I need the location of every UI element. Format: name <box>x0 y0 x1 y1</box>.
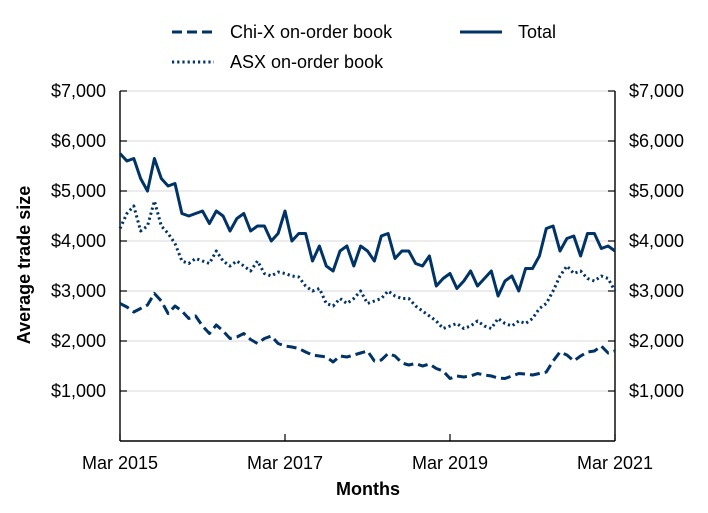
x-tick-label: Mar 2015 <box>82 453 158 473</box>
x-axis-ticks: Mar 2015 Mar 2017 Mar 2019 Mar 2021 <box>82 434 653 473</box>
series-line-asx-on-order-book <box>118 199 617 330</box>
y-tick-label-left: $3,000 <box>51 281 106 301</box>
y-tick-label-left: $4,000 <box>51 231 106 251</box>
x-axis-title: Months <box>336 479 400 499</box>
y-tick-label-right: $2,000 <box>629 331 684 351</box>
x-tick-label: Mar 2019 <box>412 453 488 473</box>
x-tick-label: Mar 2017 <box>247 453 323 473</box>
y-tick-label-left: $2,000 <box>51 331 106 351</box>
legend-label: ASX on-order book <box>230 52 384 72</box>
y-tick-label-left: $7,000 <box>51 81 106 101</box>
y-tick-label-right: $3,000 <box>629 281 684 301</box>
y-tick-label-right: $6,000 <box>629 131 684 151</box>
y-tick-label-right: $4,000 <box>629 231 684 251</box>
y-tick-label-right: $1,000 <box>629 381 684 401</box>
legend-label: Total <box>518 22 556 42</box>
y-axis-title: Average trade size <box>14 186 34 344</box>
y-axis-right-ticks: $1,000 $2,000 $3,000 $4,000 $5,000 $6,000 $7,0… <box>608 81 684 401</box>
x-tick-label: Mar 2021 <box>577 453 653 473</box>
series-layer <box>118 152 617 380</box>
legend: Chi-X on-order book ASX on-order book Tota… <box>172 22 556 72</box>
y-tick-label-right: $7,000 <box>629 81 684 101</box>
legend-label: Chi-X on-order book <box>230 22 393 42</box>
y-tick-label-left: $1,000 <box>51 381 106 401</box>
y-axis-left-ticks: $1,000 $2,000 $3,000 $4,000 $5,000 $6,000 $7,0… <box>51 81 127 401</box>
y-tick-label-left: $5,000 <box>51 181 106 201</box>
y-tick-label-left: $6,000 <box>51 131 106 151</box>
gridlines <box>120 90 615 392</box>
axes <box>119 91 616 442</box>
series-line-chi-x-on-order-book <box>119 292 616 380</box>
y-tick-label-right: $5,000 <box>629 181 684 201</box>
series-line-total <box>118 152 616 298</box>
